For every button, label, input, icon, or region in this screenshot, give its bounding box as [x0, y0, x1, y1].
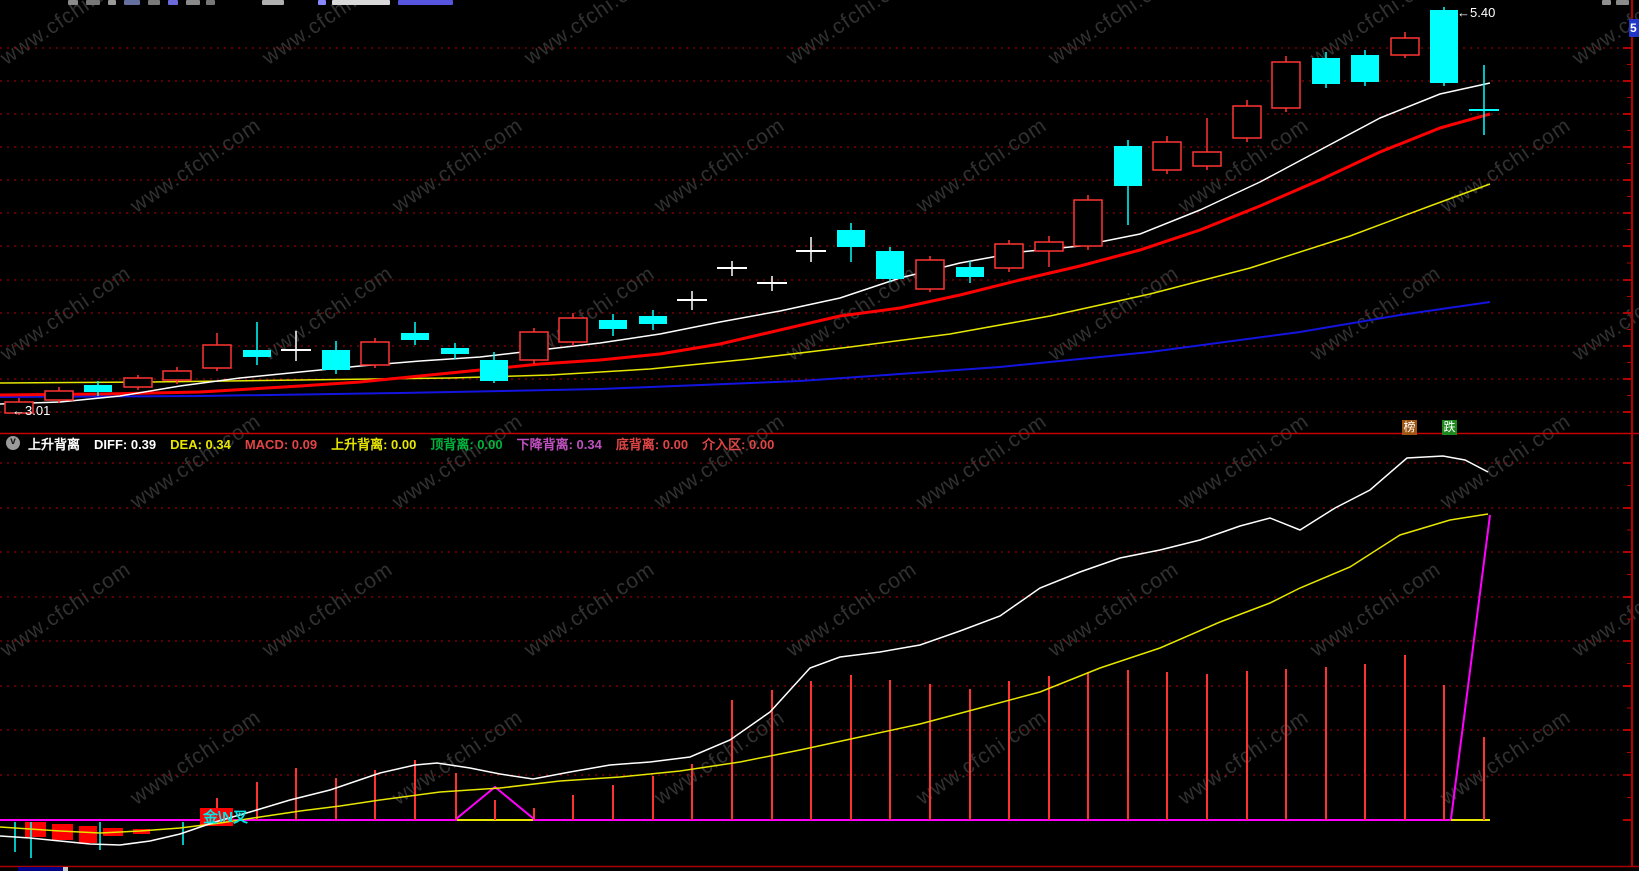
title-fragment	[186, 0, 200, 5]
candle[interactable]	[4, 398, 34, 415]
ma-mid-red	[0, 112, 1491, 397]
candle[interactable]	[599, 314, 627, 336]
candle[interactable]	[84, 381, 112, 396]
indicator-field-6: 底背离: 0.00	[615, 436, 689, 452]
title-fragment	[124, 0, 140, 5]
indicator-fields: DIFF: 0.39 DEA: 0.34 MACD: 0.09 上升背离: 0.00 顶…	[80, 434, 774, 453]
indicator-title[interactable]: 上升背离	[28, 436, 81, 452]
price-label-high: ←5.40	[1457, 5, 1496, 20]
candle[interactable]	[837, 223, 865, 262]
title-fragment	[68, 0, 78, 5]
indicator-field-1: DEA: 0.34	[170, 436, 231, 452]
badge-die[interactable]: 跌	[1442, 420, 1457, 435]
candle[interactable]	[717, 261, 747, 276]
divergence-marks	[455, 514, 1491, 820]
badge-bang[interactable]: 榜	[1402, 420, 1417, 435]
candle[interactable]	[243, 322, 271, 365]
window-title-clipped	[0, 0, 1639, 8]
candle[interactable]	[1430, 7, 1458, 86]
ma-long-blue	[0, 301, 1491, 398]
candle[interactable]	[44, 387, 74, 403]
candle[interactable]	[876, 247, 904, 282]
dea-line	[0, 513, 1489, 834]
price-axis-tag: 5	[1630, 19, 1639, 37]
panel-frame	[0, 432, 1639, 868]
candle[interactable]	[915, 256, 945, 292]
ma-fast-white	[0, 82, 1491, 405]
candle[interactable]	[401, 322, 429, 345]
indicator-field-3: 上升背离: 0.00	[331, 436, 417, 452]
candle[interactable]	[994, 240, 1024, 272]
candle[interactable]	[1114, 140, 1142, 225]
candle[interactable]	[162, 367, 192, 384]
candle[interactable]	[360, 338, 390, 368]
candle[interactable]	[281, 331, 311, 361]
indicator-field-4: 顶背离: 0.00	[430, 436, 503, 452]
candle[interactable]	[796, 237, 826, 262]
price-axis	[1623, 0, 1633, 866]
candle[interactable]	[1152, 136, 1182, 174]
title-fragment	[332, 0, 390, 5]
title-fragment	[168, 0, 178, 5]
candle[interactable]	[519, 328, 549, 364]
candle[interactable]	[1390, 32, 1420, 58]
macd-bars	[216, 655, 1485, 820]
candle[interactable]	[123, 375, 153, 390]
candle[interactable]	[1232, 100, 1262, 142]
price-label-low: ←3.01	[12, 403, 51, 418]
scroll-strip-segment	[63, 867, 68, 871]
diff-line	[0, 455, 1489, 846]
candle[interactable]	[677, 291, 707, 310]
title-fragment	[86, 0, 100, 5]
candle[interactable]	[441, 343, 469, 359]
candle[interactable]	[1073, 195, 1103, 250]
candle[interactable]	[1271, 56, 1301, 112]
title-fragment	[108, 0, 116, 5]
candle[interactable]	[956, 261, 984, 283]
panel-badges: 榜跌	[1402, 418, 1482, 436]
golden-cross-label: 金\N叉	[203, 809, 249, 826]
indicator-field-7: 介入区: 0.00	[702, 436, 775, 452]
candle[interactable]	[1312, 52, 1340, 88]
candle[interactable]	[202, 333, 232, 371]
title-fragment	[1616, 0, 1629, 5]
candle[interactable]	[1192, 118, 1222, 170]
bottom-scroll-strip[interactable]	[0, 867, 1639, 871]
candle[interactable]	[480, 352, 508, 383]
indicator-field-2: MACD: 0.09	[244, 436, 318, 452]
collapse-icon[interactable]: v	[6, 436, 20, 450]
indicator-field-0: DIFF: 0.39	[94, 436, 157, 452]
title-fragment	[206, 0, 215, 5]
candle[interactable]	[558, 313, 588, 346]
candle[interactable]	[639, 310, 667, 330]
candle[interactable]	[1351, 50, 1379, 86]
title-fragment	[318, 0, 326, 5]
scroll-strip-segment	[18, 867, 63, 871]
title-fragment	[1602, 0, 1611, 5]
ma-slow-yellow	[0, 183, 1491, 384]
title-fragment	[148, 0, 160, 5]
title-fragment	[398, 0, 453, 5]
candle[interactable]	[1469, 65, 1499, 135]
indicator-header: v 上升背离 DIFF: 0.39 DEA: 0.34 MACD: 0.09 上升背离…	[0, 434, 1632, 452]
title-fragment	[262, 0, 284, 5]
candle[interactable]	[322, 341, 350, 374]
candle[interactable]	[1034, 236, 1064, 267]
gridlines	[0, 47, 1630, 776]
indicator-field-5: 下降背离: 0.34	[516, 436, 602, 452]
candle[interactable]	[757, 276, 787, 291]
candlestick-series[interactable]	[4, 7, 1499, 415]
